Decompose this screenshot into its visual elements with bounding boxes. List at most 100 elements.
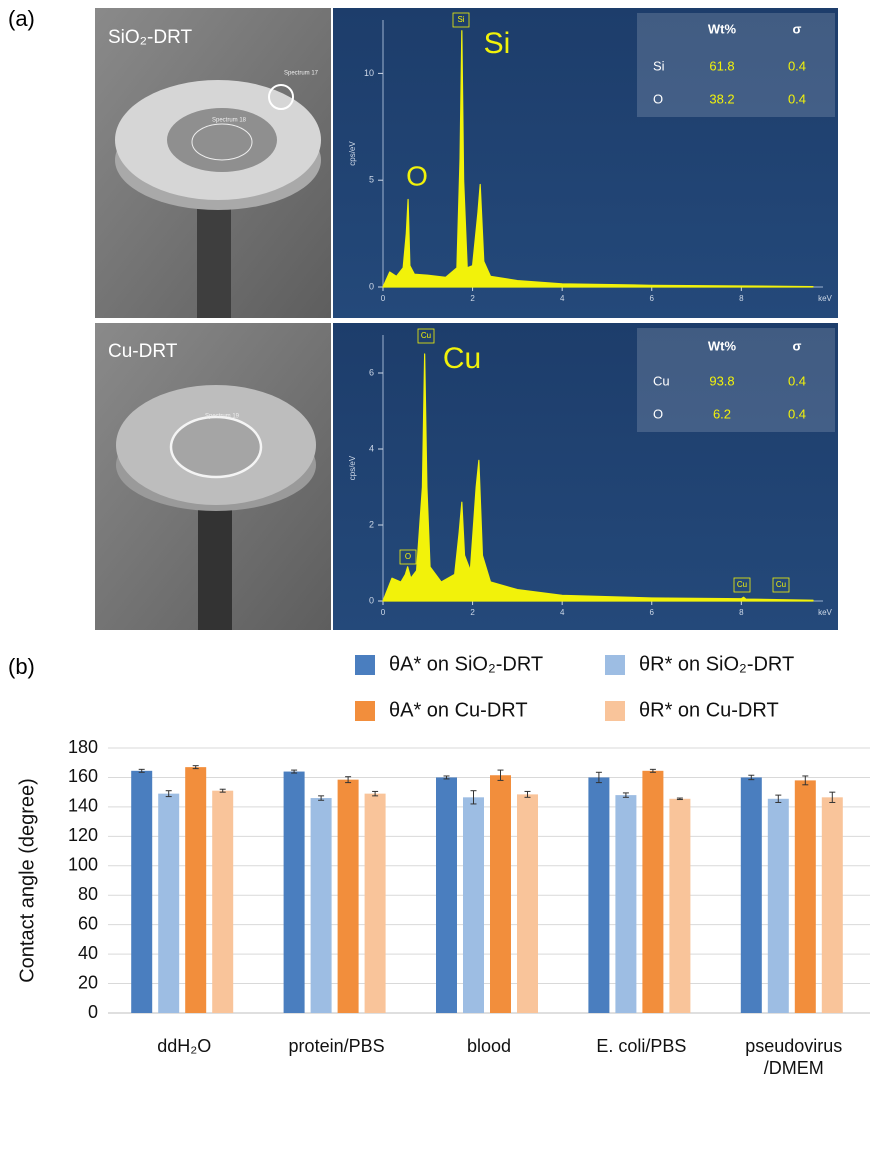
legend-label: θR* on SiO₂-DRT bbox=[639, 653, 794, 675]
bar bbox=[669, 799, 690, 1013]
legend-label: θR* on Cu-DRT bbox=[639, 699, 779, 721]
legend-label: θA* on Cu-DRT bbox=[389, 699, 528, 721]
x-tick-label: ddH₂O bbox=[108, 1035, 260, 1057]
table-header: σ bbox=[793, 21, 802, 36]
table-cell: 0.4 bbox=[788, 91, 806, 106]
x-tick-label-box: E. coli/PBS bbox=[565, 1035, 717, 1095]
bar bbox=[490, 775, 511, 1013]
y-tick-label: 20 bbox=[78, 972, 98, 992]
legend-swatch bbox=[605, 701, 625, 721]
y-tick-label: 2 bbox=[369, 519, 374, 529]
y-tick-label: 80 bbox=[78, 884, 98, 904]
table-cell: 38.2 bbox=[709, 91, 734, 106]
panel-label: (b) bbox=[8, 654, 35, 679]
y-tick-label: 40 bbox=[78, 943, 98, 963]
y-tick-label: 6 bbox=[369, 367, 374, 377]
table-cell: Cu bbox=[653, 373, 670, 388]
panel-label: (a) bbox=[8, 6, 35, 31]
error-bar bbox=[677, 798, 683, 799]
x-tick-label: 4 bbox=[560, 294, 565, 303]
bar bbox=[365, 794, 386, 1013]
y-axis-label: Contact angle (degree) bbox=[16, 778, 38, 983]
x-tick-label-box: pseudovirus /DMEM bbox=[718, 1035, 870, 1095]
table-cell: 0.4 bbox=[788, 58, 806, 73]
y-tick-label: 0 bbox=[88, 1002, 98, 1022]
table-header: Wt% bbox=[708, 338, 737, 353]
sem-label: Cu-DRT bbox=[108, 341, 178, 362]
x-tick-label: pseudovirus /DMEM bbox=[718, 1035, 870, 1079]
x-tick-label: 0 bbox=[381, 608, 386, 617]
bar bbox=[615, 795, 636, 1013]
bar bbox=[795, 780, 816, 1013]
legend-swatch bbox=[605, 655, 625, 675]
bar bbox=[741, 777, 762, 1013]
legend-swatch bbox=[355, 701, 375, 721]
x-axis-label: keV bbox=[818, 294, 832, 303]
bar bbox=[131, 771, 152, 1013]
table-cell: 6.2 bbox=[713, 406, 731, 421]
table-cell: O bbox=[653, 406, 663, 421]
table-cell: 61.8 bbox=[709, 58, 734, 73]
y-tick-label: 100 bbox=[68, 855, 98, 875]
bar bbox=[284, 772, 305, 1013]
peak-label: Si bbox=[457, 15, 464, 24]
x-tick-label: 8 bbox=[739, 294, 744, 303]
figure: (a) (b) SiO₂-DRT Cu-DRT Spectrum 17 Spec… bbox=[0, 0, 874, 1164]
table-cell: 93.8 bbox=[709, 373, 734, 388]
peak-label: O bbox=[405, 552, 411, 561]
spectrum-label: Spectrum 17 bbox=[284, 71, 319, 77]
table-header: Wt% bbox=[708, 21, 737, 36]
x-tick-label-box: protein/PBS bbox=[260, 1035, 412, 1095]
table-cell: 0.4 bbox=[788, 406, 806, 421]
bar bbox=[642, 771, 663, 1013]
y-tick-label: 140 bbox=[68, 796, 98, 816]
y-tick-label: 60 bbox=[78, 913, 98, 933]
y-tick-label: 120 bbox=[68, 825, 98, 845]
spectrum-label: Spectrum 19 bbox=[205, 414, 240, 420]
y-axis-label: cps/eV bbox=[348, 455, 357, 480]
bar bbox=[185, 767, 206, 1013]
y-tick-label: 4 bbox=[369, 443, 374, 453]
x-tick-label-box: blood bbox=[413, 1035, 565, 1095]
bar bbox=[338, 780, 359, 1013]
sem-label: SiO₂-DRT bbox=[108, 27, 192, 48]
bar bbox=[212, 791, 233, 1013]
x-tick-label: 8 bbox=[739, 608, 744, 617]
x-tick-label: 6 bbox=[650, 608, 655, 617]
x-tick-label: 2 bbox=[470, 608, 475, 617]
x-tick-label: 2 bbox=[470, 294, 475, 303]
y-tick-label: 10 bbox=[364, 68, 374, 78]
y-tick-label: 5 bbox=[369, 175, 374, 185]
x-tick-label: 4 bbox=[560, 608, 565, 617]
table-cell: O bbox=[653, 91, 663, 106]
x-tick-label-box: ddH₂O bbox=[108, 1035, 260, 1095]
spectrum-label: Spectrum 18 bbox=[212, 118, 247, 124]
table-header: σ bbox=[793, 338, 802, 353]
bar bbox=[517, 794, 538, 1013]
legend-label: θA* on SiO₂-DRT bbox=[389, 653, 543, 675]
peak-annotation: O bbox=[406, 160, 428, 191]
y-tick-label: 0 bbox=[369, 595, 374, 605]
peak-label: Cu bbox=[776, 580, 786, 589]
bar bbox=[463, 797, 484, 1013]
table-cell: Si bbox=[653, 58, 665, 73]
peak-annotation: Cu bbox=[443, 342, 481, 375]
bar bbox=[158, 794, 179, 1013]
y-axis-label: cps/eV bbox=[348, 141, 357, 166]
bar bbox=[436, 777, 457, 1013]
table-cell: 0.4 bbox=[788, 373, 806, 388]
x-axis-label: keV bbox=[818, 608, 832, 617]
x-tick-label: 0 bbox=[381, 294, 386, 303]
peak-annotation: Si bbox=[484, 27, 511, 60]
x-tick-label: blood bbox=[413, 1035, 565, 1057]
legend-swatch bbox=[355, 655, 375, 675]
bar bbox=[588, 777, 609, 1013]
y-tick-label: 160 bbox=[68, 766, 98, 786]
bar bbox=[822, 797, 843, 1013]
x-tick-label: protein/PBS bbox=[260, 1035, 412, 1057]
sem-image bbox=[95, 8, 331, 318]
sem-image bbox=[95, 323, 331, 630]
x-tick-label: 6 bbox=[650, 294, 655, 303]
y-tick-label: 0 bbox=[369, 281, 374, 291]
bar bbox=[311, 798, 332, 1013]
